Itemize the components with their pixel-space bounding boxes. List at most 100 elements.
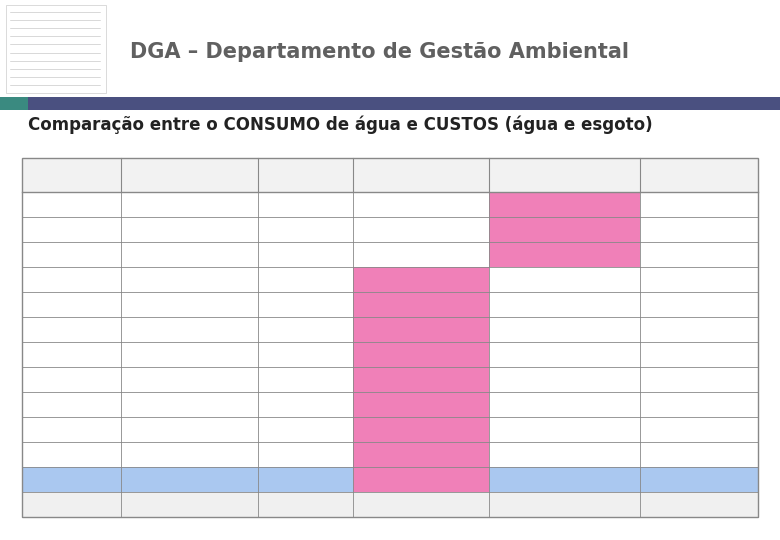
Bar xyxy=(22,267,758,292)
Text: 5,53: 5,53 xyxy=(707,475,731,484)
Bar xyxy=(353,317,489,342)
Text: 36030: 36030 xyxy=(454,375,484,384)
Text: 3,86: 3,86 xyxy=(710,249,731,260)
Text: Consumo Medido
(m³): Consumo Medido (m³) xyxy=(382,165,460,185)
Text: 31947: 31947 xyxy=(454,249,484,260)
Text: dez/09: dez/09 xyxy=(289,199,321,210)
Text: 31246: 31246 xyxy=(454,199,484,210)
Text: 4,01: 4,01 xyxy=(710,325,731,334)
Bar xyxy=(489,192,640,217)
Text: 142.572,18: 142.572,18 xyxy=(197,274,253,285)
Text: 39956: 39956 xyxy=(604,249,635,260)
Text: nov/10: nov/10 xyxy=(55,449,88,460)
Bar xyxy=(22,158,758,517)
Text: Mês de
Consumo: Mês de Consumo xyxy=(284,165,326,185)
Text: 163.530,07: 163.530,07 xyxy=(197,400,253,409)
Text: 165.986,54: 165.986,54 xyxy=(197,424,253,435)
Text: 3,88: 3,88 xyxy=(710,199,731,210)
Bar xyxy=(0,97,28,110)
Text: 33490: 33490 xyxy=(604,349,635,360)
Text: Mês de
Pagamento: Mês de Pagamento xyxy=(46,165,98,185)
Bar xyxy=(22,192,758,217)
Text: 38471: 38471 xyxy=(604,424,635,435)
Text: 39512: 39512 xyxy=(453,349,484,360)
Text: 4,05: 4,05 xyxy=(709,349,731,360)
Text: 39748: 39748 xyxy=(454,449,484,460)
Text: 148.626,03: 148.626,03 xyxy=(197,300,253,309)
Text: 38471: 38471 xyxy=(604,449,635,460)
Bar xyxy=(353,417,489,442)
Text: abr/10: abr/10 xyxy=(289,300,321,309)
Text: 151.262,31: 151.262,31 xyxy=(197,225,253,234)
Text: set/10: set/10 xyxy=(56,400,87,409)
Text: 33490: 33490 xyxy=(604,325,635,334)
Text: 33490: 33490 xyxy=(604,400,635,409)
Text: 142.953,75: 142.953,75 xyxy=(197,375,253,384)
Bar xyxy=(22,242,758,267)
Bar xyxy=(22,342,758,367)
Text: mai/10: mai/10 xyxy=(55,300,89,309)
Text: 39956: 39956 xyxy=(604,199,635,210)
Text: jul/10: jul/10 xyxy=(292,375,319,384)
Bar xyxy=(6,5,106,93)
Text: jan/10: jan/10 xyxy=(290,225,321,234)
Text: fev/10: fev/10 xyxy=(56,225,87,234)
Text: Custo
(R$): Custo (R$) xyxy=(176,165,202,185)
Text: 3,97: 3,97 xyxy=(709,375,731,384)
Text: jun/10: jun/10 xyxy=(56,325,87,334)
Text: jan/10: jan/10 xyxy=(56,199,87,210)
Bar xyxy=(22,158,758,192)
Text: mar/10: mar/10 xyxy=(288,274,323,285)
Text: 36641: 36641 xyxy=(454,274,484,285)
Text: 154.973,80: 154.973,80 xyxy=(197,199,253,210)
Text: 41243: 41243 xyxy=(454,325,484,334)
Bar xyxy=(22,492,758,517)
Text: ago/10: ago/10 xyxy=(289,400,322,409)
Text: 165.485,53: 165.485,53 xyxy=(197,325,253,334)
Text: 154.072,78: 154.072,78 xyxy=(197,249,253,260)
Text: 27349: 27349 xyxy=(453,225,484,234)
Text: 162.976,30: 162.976,30 xyxy=(197,449,253,460)
Text: dez/10: dez/10 xyxy=(54,475,90,484)
Text: 41646: 41646 xyxy=(451,475,484,484)
Bar xyxy=(22,217,758,242)
Text: 33490: 33490 xyxy=(604,375,635,384)
Text: 4,02: 4,02 xyxy=(709,300,731,309)
Text: jun/10: jun/10 xyxy=(290,349,321,360)
Text: 33490: 33490 xyxy=(604,300,635,309)
Text: nov/10: nov/10 xyxy=(287,475,324,484)
Bar xyxy=(353,367,489,392)
Text: Comparação entre o CONSUMO de água e CUSTOS (água e esgoto): Comparação entre o CONSUMO de água e CUS… xyxy=(28,116,653,134)
Bar xyxy=(353,267,489,292)
Text: Total: Total xyxy=(58,500,85,510)
Text: out/10: out/10 xyxy=(289,449,321,460)
Text: abr/10: abr/10 xyxy=(56,274,87,285)
Text: Custo/m³: Custo/m³ xyxy=(668,171,709,179)
Text: 3,79: 3,79 xyxy=(709,225,731,234)
Bar xyxy=(353,467,489,492)
Text: 33490: 33490 xyxy=(604,274,635,285)
Bar xyxy=(353,342,489,367)
Text: 36998: 36998 xyxy=(454,300,484,309)
Text: 40130: 40130 xyxy=(454,400,484,409)
Bar xyxy=(22,317,758,342)
Bar xyxy=(353,442,489,467)
Bar xyxy=(22,367,758,392)
Text: 160.088,15: 160.088,15 xyxy=(197,349,253,360)
Bar xyxy=(489,242,640,267)
Text: 42088: 42088 xyxy=(454,424,484,435)
Text: 230.270,75: 230.270,75 xyxy=(191,475,253,484)
Bar xyxy=(489,217,640,242)
Bar xyxy=(22,417,758,442)
Text: out/10: out/10 xyxy=(56,424,87,435)
Text: mai/10: mai/10 xyxy=(289,325,322,334)
Bar xyxy=(22,467,758,492)
Bar xyxy=(22,442,758,467)
Text: 444578: 444578 xyxy=(444,500,484,510)
Text: Demanda Contratada
(m³): Demanda Contratada (m³) xyxy=(516,165,614,185)
Text: fev/10: fev/10 xyxy=(290,249,321,260)
Text: jul/10: jul/10 xyxy=(58,349,85,360)
Bar xyxy=(28,97,780,110)
Text: 1.942.798,19: 1.942.798,19 xyxy=(180,500,253,510)
Bar xyxy=(22,392,758,417)
